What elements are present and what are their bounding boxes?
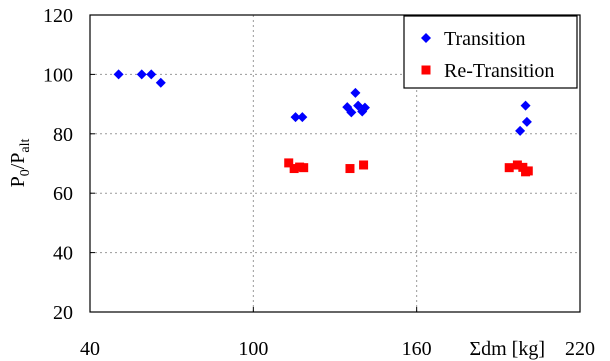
transition-point — [290, 112, 301, 123]
transition-point — [155, 77, 166, 88]
y-axis-ticks: 20 40 60 80 100 120 — [43, 5, 95, 324]
y-tick-label: 40 — [53, 243, 73, 265]
x-axis-label: Σdm [kg] — [469, 338, 545, 360]
x-tick-label: 160 — [402, 338, 432, 360]
x-tick-label: 40 — [80, 338, 100, 360]
re-transition-point — [289, 164, 299, 174]
re-transition-point — [512, 160, 522, 170]
re-transition-point — [284, 158, 294, 168]
plot-area-frame — [89, 14, 581, 313]
transition-point — [350, 87, 361, 98]
legend-transition-marker — [421, 33, 431, 43]
re-transition-point — [299, 163, 309, 173]
legend: Transition Re-Transition — [403, 15, 578, 89]
grid — [90, 15, 580, 312]
legend-transition-label: Transition — [444, 28, 526, 50]
y-tick-label: 60 — [53, 183, 73, 205]
transition-point — [136, 69, 147, 80]
y-tick-label: 80 — [53, 124, 73, 146]
x-tick-label: 100 — [238, 338, 268, 360]
transition-point — [297, 112, 308, 123]
transition-point — [520, 100, 531, 111]
re-transition-point — [523, 166, 533, 176]
transition-point — [521, 116, 532, 127]
re-transition-point — [345, 164, 355, 174]
transition-point — [146, 69, 157, 80]
legend-re-transition-marker — [421, 65, 431, 75]
legend-box — [403, 15, 578, 89]
x-tick-label: 220 — [565, 338, 595, 360]
y-tick-label: 100 — [43, 64, 73, 86]
transition-point — [346, 107, 357, 118]
y-tick-label: 120 — [43, 5, 73, 27]
x-axis-ticks: 40 100 160 220 — [80, 307, 595, 360]
transition-point — [515, 125, 526, 136]
data-points — [113, 69, 533, 177]
y-axis-label: P0/Palt — [7, 138, 33, 187]
legend-re-transition-label: Re-Transition — [444, 60, 554, 82]
transition-point — [359, 102, 370, 113]
y-tick-label: 20 — [53, 302, 73, 324]
transition-point — [113, 69, 124, 80]
re-transition-point — [504, 163, 514, 173]
re-transition-point — [359, 160, 369, 170]
